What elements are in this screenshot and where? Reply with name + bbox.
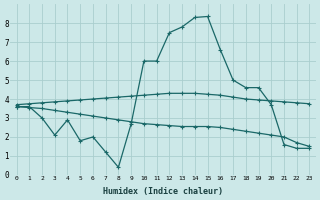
X-axis label: Humidex (Indice chaleur): Humidex (Indice chaleur)	[103, 187, 223, 196]
